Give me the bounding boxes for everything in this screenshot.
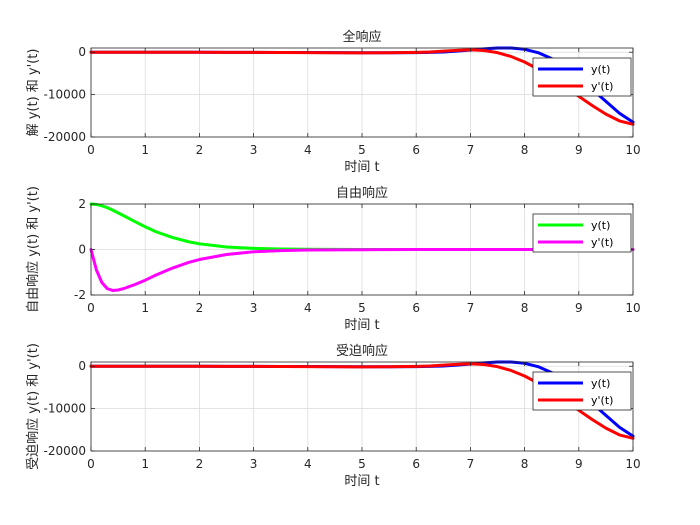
x-tick-label: 1 <box>141 457 149 471</box>
x-tick-label: 3 <box>250 301 258 315</box>
x-tick-label: 6 <box>412 457 420 471</box>
y-axis-label: 受迫响应 y(t) 和 y'(t) <box>25 343 41 470</box>
x-tick-label: 1 <box>141 301 149 315</box>
x-tick-label: 3 <box>250 143 258 157</box>
x-tick-label: 10 <box>625 301 640 315</box>
legend: y(t) y'(t) <box>532 371 632 411</box>
legend-label-1: y(t) <box>591 63 610 76</box>
x-tick-label: 2 <box>196 301 204 315</box>
x-tick-label: 7 <box>467 457 475 471</box>
x-tick-label: 5 <box>358 457 366 471</box>
x-axis-label: 时间 t <box>344 160 379 175</box>
y-tick-label: -10000 <box>43 88 86 102</box>
series-line-2 <box>89 248 635 292</box>
chart-title: 受迫响应 <box>336 343 388 359</box>
x-tick-label: 0 <box>87 457 95 471</box>
x-tick-label: 4 <box>304 457 312 471</box>
x-axis-label: 时间 t <box>344 318 379 333</box>
x-tick-label: 8 <box>521 301 529 315</box>
x-tick-label: 3 <box>250 457 258 471</box>
x-tick-label: 0 <box>87 301 95 315</box>
legend: y(t) y'(t) <box>532 57 632 97</box>
x-tick-label: 4 <box>304 143 312 157</box>
x-tick-label: 2 <box>196 143 204 157</box>
y-axis-label: 解 y(t) 和 y'(t) <box>26 49 41 137</box>
y-axis-label: 自由响应 y(t) 和 y'(t) <box>25 186 41 313</box>
legend-box <box>532 57 632 97</box>
x-axis-label: 时间 t <box>344 474 379 489</box>
x-tick-label: 1 <box>141 143 149 157</box>
y-tick-label: 0 <box>78 45 86 59</box>
x-tick-label: 5 <box>358 143 366 157</box>
x-tick-label: 9 <box>575 457 583 471</box>
x-tick-label: 7 <box>467 143 475 157</box>
x-tick-label: 10 <box>625 143 640 157</box>
y-tick-label: -20000 <box>43 130 86 144</box>
legend-label-1: y(t) <box>591 377 610 390</box>
x-tick-label: 0 <box>87 143 95 157</box>
series-group <box>89 202 635 292</box>
x-tick-label: 10 <box>625 457 640 471</box>
chart-title: 自由响应 <box>336 185 388 201</box>
y-tick-label: -2 <box>74 288 86 302</box>
legend-box <box>532 371 632 411</box>
x-tick-label: 4 <box>304 301 312 315</box>
y-tick-label: 0 <box>78 243 86 257</box>
x-tick-label: 5 <box>358 301 366 315</box>
y-tick-label: 0 <box>78 359 86 373</box>
chart-title: 全响应 <box>342 29 381 45</box>
y-tick-label: 2 <box>78 197 86 211</box>
x-tick-label: 8 <box>521 143 529 157</box>
legend-label-1: y(t) <box>591 219 610 232</box>
x-tick-label: 2 <box>196 457 204 471</box>
legend-label-2: y'(t) <box>591 236 613 249</box>
y-tick-label: -20000 <box>43 444 86 458</box>
x-tick-label: 9 <box>575 301 583 315</box>
x-tick-label: 9 <box>575 143 583 157</box>
legend-label-2: y'(t) <box>591 394 613 407</box>
legend: y(t) y'(t) <box>532 213 632 253</box>
x-tick-label: 7 <box>467 301 475 315</box>
x-tick-label: 6 <box>412 301 420 315</box>
x-tick-label: 6 <box>412 143 420 157</box>
legend-box <box>532 213 632 253</box>
legend-label-2: y'(t) <box>591 80 613 93</box>
y-tick-label: -10000 <box>43 402 86 416</box>
x-tick-label: 8 <box>521 457 529 471</box>
